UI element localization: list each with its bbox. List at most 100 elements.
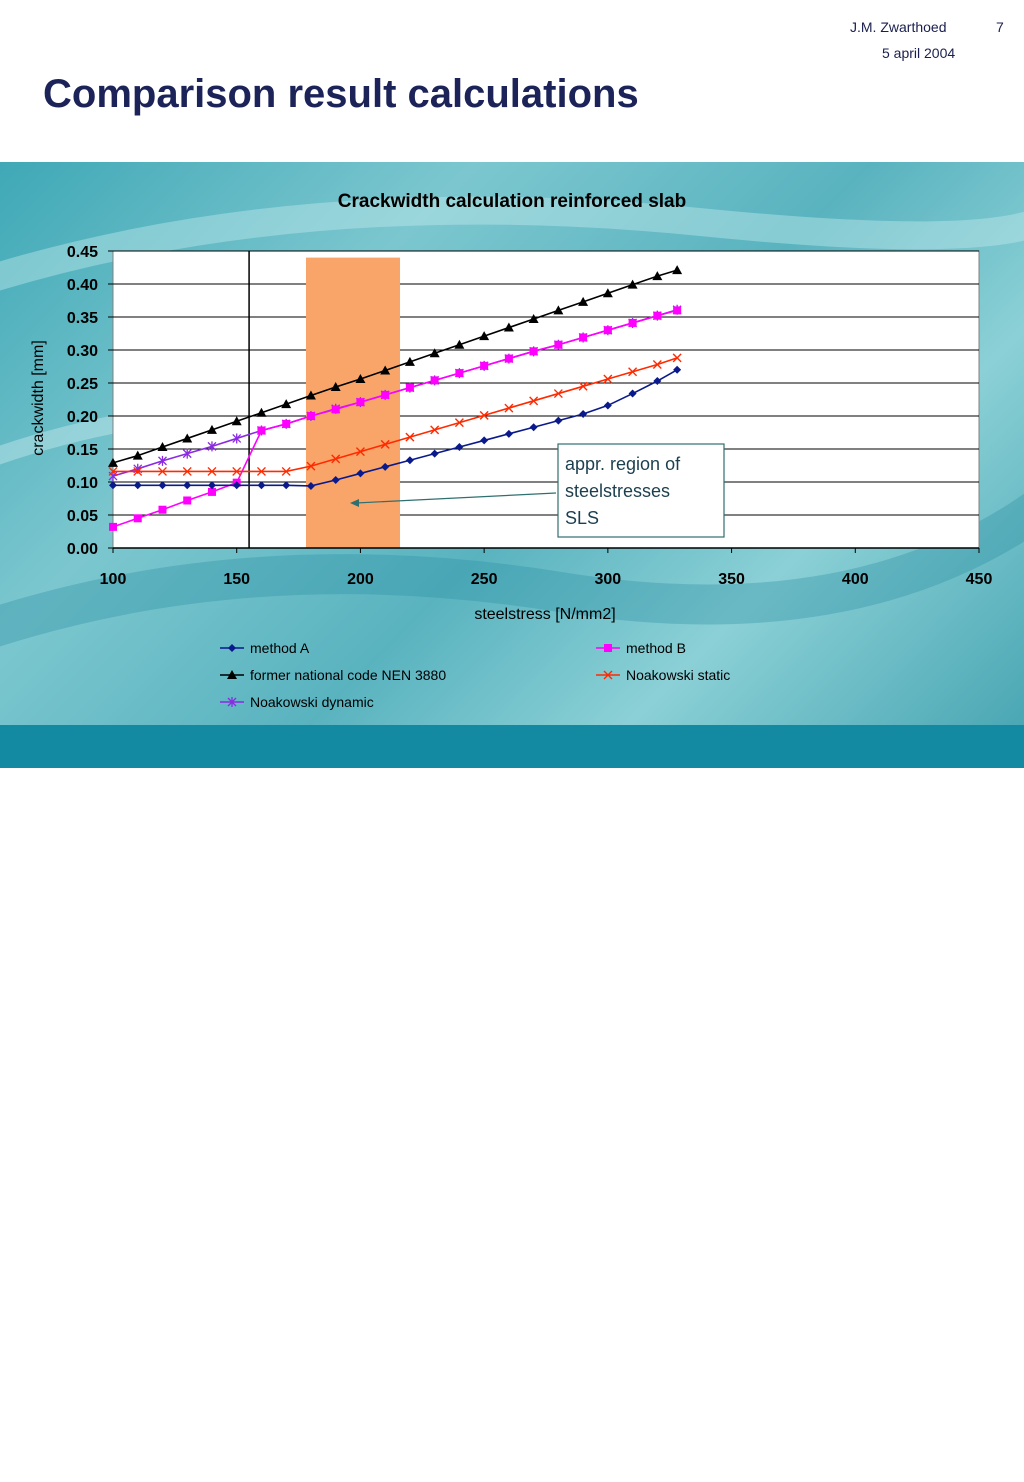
method-b-point [207,487,216,496]
method-b-point [504,354,513,363]
former-national-code-nen-3880-point [256,407,267,417]
chart-legend: method A method B former national code NEN… [220,640,730,710]
legend-label: method B [626,640,686,656]
method-b-point [109,522,117,531]
noakowski-dynamic-point [158,455,167,466]
method-a-point [554,416,563,425]
sls-region-highlight [305,257,401,548]
noakowski-static-point [603,374,613,384]
former-national-code-nen-3880-point [479,331,490,341]
method-b-point [405,383,414,392]
legend-item-noakowski-dynamic: Noakowski dynamic [220,694,374,710]
former-national-code-nen-3880-point [281,399,292,409]
author-name: J.M. Zwarthoed [850,19,947,35]
method-b-point [430,376,439,385]
former-national-code-nen-3880-point [108,457,118,467]
noakowski-static-line [113,357,678,473]
slide-header: J.M. Zwarthoed 7 5 april 2004 Comparison… [0,0,1024,162]
method-a-point [529,423,538,432]
noakowski-static-point [652,360,662,370]
x-tick-label: 250 [471,571,498,588]
legend-swatch-marker [227,670,237,679]
legend-swatch-marker [604,644,612,652]
method-b-point [257,426,266,435]
noakowski-static-point [232,466,242,476]
former-national-code-nen-3880-point [602,288,613,298]
noakowski-static-point [355,447,365,457]
y-tick-label: 0.25 [67,376,98,393]
method-a-point [306,481,315,490]
x-tick-label: 300 [595,571,622,588]
method-a-line [113,369,678,487]
y-axis-label: crackwidth [mm] [30,340,47,456]
series-method-a [109,365,682,490]
annotation-box [557,443,725,538]
noakowski-static-point [182,466,192,476]
noakowski-static-point [157,466,167,476]
method-b-point [529,347,538,356]
y-tick-label: 0.20 [67,409,98,426]
former-national-code-nen-3880-point [206,424,217,434]
series-noakowski-static [108,353,682,476]
method-b-point [381,390,390,399]
legend-item-method-b: method B [596,640,686,656]
y-tick-label: 0.45 [67,244,98,261]
former-national-code-nen-3880-point [553,305,564,315]
noakowski-static-point [529,396,539,406]
noakowski-static-point [479,410,489,420]
method-b-line [112,309,678,528]
method-b-point [653,311,662,320]
y-tick-label: 0.15 [67,442,98,459]
noakowski-static-point [331,454,341,464]
former-national-code-nen-3880-point [528,313,539,323]
crackwidth-chart: Crackwidth calculation reinforced slab 0… [30,191,992,710]
former-national-code-nen-3880-point [454,339,465,349]
former-national-code-nen-3880-point [182,433,193,443]
method-a-point [133,481,142,490]
method-b-point [673,306,682,315]
noakowski-dynamic-point [182,448,192,459]
method-b-point [331,405,340,414]
legend-item-method-a: method A [220,640,310,656]
noakowski-static-point [207,466,217,476]
method-a-point [207,481,216,490]
x-axis-label: steelstress [N/mm2] [474,606,615,623]
legend-swatch-marker [228,644,236,652]
method-a-point [405,456,414,465]
method-b-point [282,419,291,428]
y-tick-label: 0.30 [67,343,98,360]
former-national-code-nen-3880-point [503,322,514,332]
method-a-point [628,389,637,398]
noakowski-static-point [628,367,638,377]
method-b-point [133,514,142,523]
x-tick-label: 100 [100,571,127,588]
former-national-code-nen-3880-point [578,296,589,306]
former-national-code-nen-3880-point [380,365,391,375]
former-national-code-nen-3880-point [355,374,366,384]
legend-label: Noakowski static [626,667,730,683]
y-tick-label: 0.00 [67,541,98,558]
x-tick-label: 350 [718,571,745,588]
method-b-point [183,496,192,505]
y-tick-label: 0.40 [67,277,98,294]
legend-label: former national code NEN 3880 [250,667,446,683]
former-national-code-nen-3880-point [429,348,440,358]
noakowski-static-point [256,466,266,476]
sls-annotation: appr. region of steelstresses SLS [350,443,725,538]
chart-title: Crackwidth calculation reinforced slab [338,191,686,212]
noakowski-dynamic-point [207,441,217,452]
former-national-code-nen-3880-point [652,271,663,281]
former-national-code-nen-3880-point [404,356,415,366]
page-number: 7 [996,19,1004,35]
noakowski-static-point [578,381,588,391]
noakowski-static-point [108,466,118,476]
x-tick-label: 200 [347,571,374,588]
brand-name: Rijkswaterstaat [846,1461,969,1481]
gridlines [113,250,979,516]
method-a-point [331,476,340,485]
method-b-point [480,361,489,370]
y-tick-label: 0.35 [67,310,98,327]
noakowski-static-point [405,432,415,442]
annotation-line-3: SLS [565,508,599,528]
method-a-point [480,436,489,445]
